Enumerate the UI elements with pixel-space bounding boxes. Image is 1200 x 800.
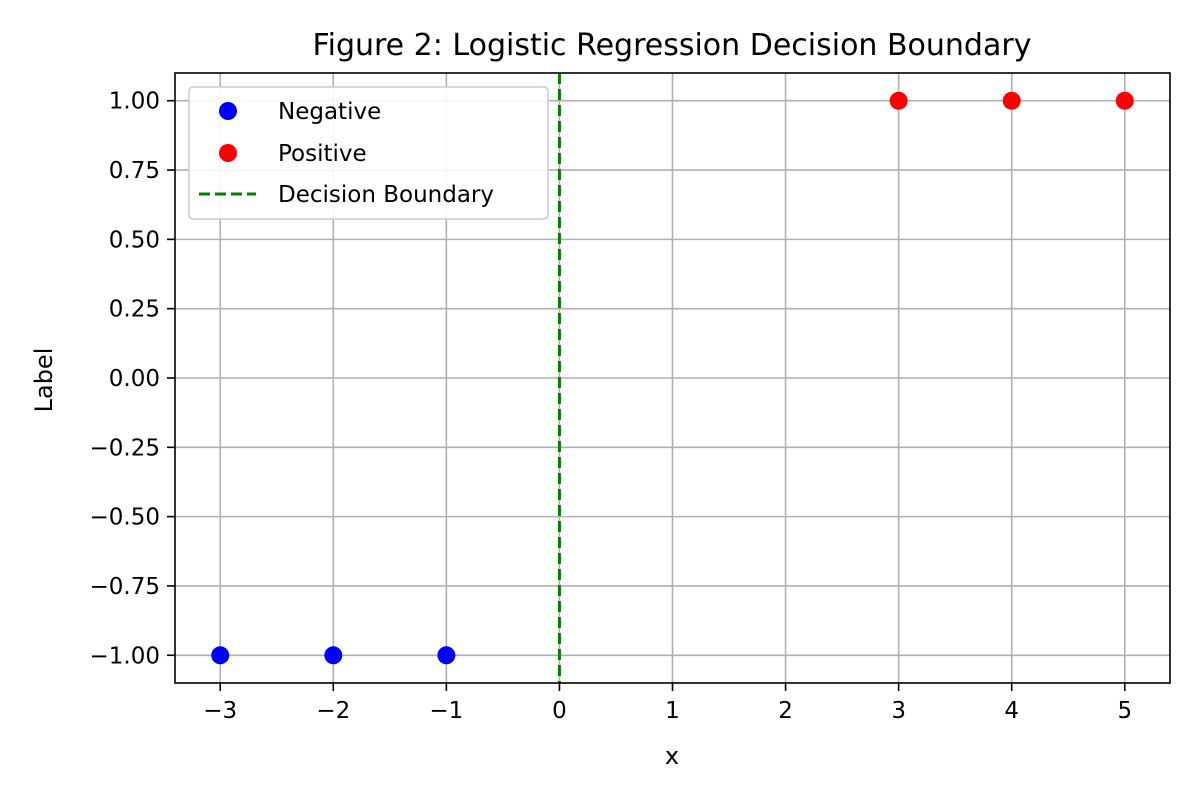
- y-axis-ticks: 1.00 0.75 0.50 0.25 0.00 −0.25 −0.50 −0.75 −1.00: [90, 89, 175, 669]
- x-tick-label: 1: [665, 698, 680, 724]
- legend-marker-negative: [219, 102, 237, 120]
- chart-title: Figure 2: Logistic Regression Decision B…: [313, 28, 1032, 63]
- y-tick-label: 1.00: [109, 89, 160, 115]
- point-positive: [1115, 91, 1134, 110]
- x-tick-label: 4: [1004, 698, 1019, 724]
- legend-marker-positive: [219, 144, 237, 162]
- x-tick-label: 5: [1117, 698, 1132, 724]
- x-tick-label: 0: [552, 698, 567, 724]
- x-tick-label: −2: [316, 698, 350, 724]
- data-points: [211, 91, 1134, 665]
- legend-label-positive: Positive: [278, 141, 367, 167]
- x-tick-label: 3: [891, 698, 906, 724]
- x-tick-label: 2: [778, 698, 793, 724]
- y-tick-label: 0.50: [109, 227, 160, 253]
- x-axis-label: x: [665, 742, 679, 770]
- point-positive: [1002, 91, 1021, 110]
- y-axis-label: Label: [30, 348, 58, 413]
- x-tick-label: −3: [203, 698, 237, 724]
- y-tick-label: −0.50: [90, 505, 160, 531]
- y-tick-label: 0.75: [109, 158, 160, 184]
- point-negative: [324, 646, 343, 665]
- legend-box: [188, 86, 549, 220]
- x-tick-label: −1: [429, 698, 463, 724]
- point-negative: [437, 646, 456, 665]
- legend-label-decision-boundary: Decision Boundary: [278, 182, 494, 208]
- legend: Negative Positive Decision Boundary: [188, 86, 549, 220]
- y-tick-label: 0.25: [109, 297, 160, 323]
- y-tick-label: −1.00: [90, 643, 160, 669]
- y-tick-label: −0.25: [90, 435, 160, 461]
- y-tick-label: 0.00: [109, 366, 160, 392]
- legend-label-negative: Negative: [278, 99, 381, 125]
- y-tick-label: −0.75: [90, 574, 160, 600]
- x-axis-ticks: −3 −2 −1 0 1 2 3 4 5: [203, 683, 1132, 724]
- point-positive: [889, 91, 908, 110]
- point-negative: [211, 646, 230, 665]
